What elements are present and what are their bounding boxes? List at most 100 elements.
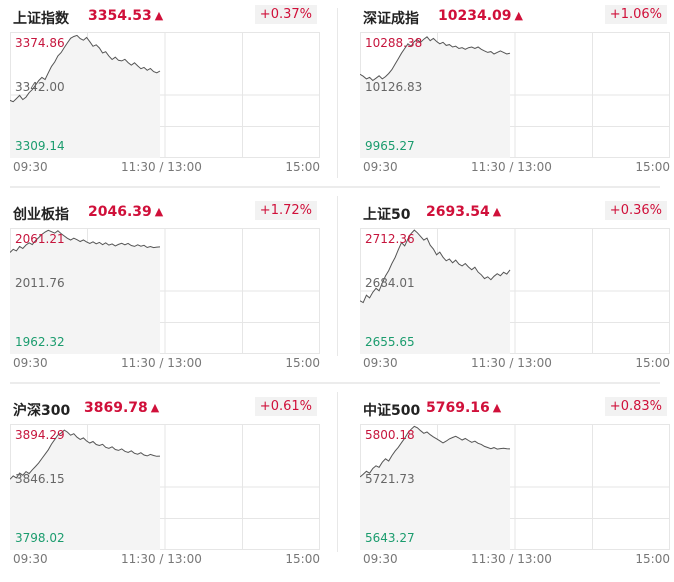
index-price: 5769.16 ▲ <box>426 400 502 416</box>
panel-header: 中证500 5769.16 ▲ +0.83% <box>360 392 670 424</box>
chart-high-label: 3894.29 <box>15 428 65 442</box>
time-close-label: 15:00 <box>635 552 670 566</box>
intraday-chart: 2712.36 2684.01 2655.65 <box>360 228 670 354</box>
index-name: 中证500 <box>363 403 421 419</box>
chart-low-label: 1962.32 <box>15 335 65 349</box>
intraday-chart: 10288.38 10126.83 9965.27 <box>360 32 670 158</box>
change-percent-badge: +0.36% <box>604 201 667 220</box>
price-line <box>360 425 511 478</box>
time-close-label: 15:00 <box>635 356 670 370</box>
price-area <box>360 230 510 354</box>
chart-low-label: 3309.14 <box>15 139 65 153</box>
price-area <box>10 230 160 354</box>
time-axis: 09:30 11:30 / 13:00 15:00 <box>10 552 320 568</box>
up-arrow-icon: ▲ <box>492 401 502 414</box>
time-break-label: 11:30 / 13:00 <box>121 552 202 566</box>
time-axis: 09:30 11:30 / 13:00 15:00 <box>10 356 320 372</box>
price-area <box>360 36 510 158</box>
index-panel-sz-component[interactable]: 深证成指 10234.09 ▲ +1.06% 10288.38 10126.83 … <box>360 0 670 190</box>
intraday-chart: 3374.86 3342.00 3309.14 <box>10 32 320 158</box>
chart-prev-close-label: 2684.01 <box>365 276 415 290</box>
price-line <box>360 229 511 304</box>
panel-header: 上证指数 3354.53 ▲ +0.37% <box>10 0 320 32</box>
index-price: 3869.78 ▲ <box>84 400 160 416</box>
panel-header: 沪深300 3869.78 ▲ +0.61% <box>10 392 320 424</box>
row-divider <box>10 382 660 384</box>
time-open-label: 09:30 <box>363 552 398 566</box>
time-axis: 09:30 11:30 / 13:00 15:00 <box>360 356 670 372</box>
column-divider <box>337 196 338 356</box>
up-arrow-icon: ▲ <box>514 9 523 22</box>
index-name: 沪深300 <box>13 403 71 419</box>
index-name: 上证指数 <box>13 11 69 27</box>
chart-high-label: 5800.18 <box>365 428 415 442</box>
change-percent-badge: +0.61% <box>254 397 317 416</box>
chart-prev-close-label: 2011.76 <box>15 276 65 290</box>
index-price: 3354.53 ▲ <box>88 8 164 24</box>
index-price: 2046.39 ▲ <box>88 204 164 220</box>
chart-prev-close-label: 5721.73 <box>365 472 415 486</box>
time-break-label: 11:30 / 13:00 <box>121 356 202 370</box>
intraday-chart-svg <box>360 424 670 550</box>
price-area <box>360 426 510 550</box>
time-close-label: 15:00 <box>285 356 320 370</box>
time-close-label: 15:00 <box>285 552 320 566</box>
intraday-chart-svg <box>360 228 670 354</box>
intraday-chart: 3894.29 3846.15 3798.02 <box>10 424 320 550</box>
price-line <box>10 429 161 480</box>
index-panel-sh-composite[interactable]: 上证指数 3354.53 ▲ +0.37% 3374.86 3342.00 330… <box>10 0 320 190</box>
panel-header: 创业板指 2046.39 ▲ +1.72% <box>10 196 320 228</box>
index-name: 深证成指 <box>363 11 419 27</box>
chart-prev-close-label: 10126.83 <box>365 80 423 94</box>
up-arrow-icon: ▲ <box>492 205 502 218</box>
price-area <box>10 35 160 158</box>
intraday-chart-svg <box>360 32 670 158</box>
intraday-chart-svg <box>10 228 320 354</box>
intraday-chart-svg <box>10 32 320 158</box>
change-percent-badge: +1.72% <box>254 201 317 220</box>
time-axis: 09:30 11:30 / 13:00 15:00 <box>10 160 320 176</box>
column-divider <box>337 392 338 552</box>
time-open-label: 09:30 <box>13 160 48 174</box>
price-line <box>360 36 511 82</box>
price-line <box>10 34 161 103</box>
price-area <box>10 430 160 550</box>
change-percent-badge: +1.06% <box>604 5 667 24</box>
time-open-label: 09:30 <box>363 160 398 174</box>
index-panel-chinext[interactable]: 创业板指 2046.39 ▲ +1.72% 2061.21 2011.76 196… <box>10 196 320 386</box>
time-break-label: 11:30 / 13:00 <box>121 160 202 174</box>
time-axis: 09:30 11:30 / 13:00 15:00 <box>360 552 670 568</box>
time-break-label: 11:30 / 13:00 <box>471 160 552 174</box>
chart-low-label: 3798.02 <box>15 531 65 545</box>
chart-high-label: 10288.38 <box>365 36 423 50</box>
panel-header: 深证成指 10234.09 ▲ +1.06% <box>360 0 670 32</box>
chart-prev-close-label: 3846.15 <box>15 472 65 486</box>
up-arrow-icon: ▲ <box>150 401 160 414</box>
time-open-label: 09:30 <box>13 552 48 566</box>
intraday-chart: 5800.18 5721.73 5643.27 <box>360 424 670 550</box>
index-panel-csi500[interactable]: 中证500 5769.16 ▲ +0.83% 5800.18 5721.73 56… <box>360 392 670 582</box>
price-line <box>10 229 161 253</box>
index-name: 创业板指 <box>13 207 69 223</box>
time-axis: 09:30 11:30 / 13:00 15:00 <box>360 160 670 176</box>
change-percent-badge: +0.83% <box>604 397 667 416</box>
chart-low-label: 5643.27 <box>365 531 415 545</box>
up-arrow-icon: ▲ <box>154 9 164 22</box>
chart-high-label: 2061.21 <box>15 232 65 246</box>
chart-prev-close-label: 3342.00 <box>15 80 65 94</box>
index-panel-csi300[interactable]: 沪深300 3869.78 ▲ +0.61% 3894.29 3846.15 37… <box>10 392 320 582</box>
index-price: 2693.54 ▲ <box>426 204 502 220</box>
index-price: 10234.09 ▲ <box>438 8 523 24</box>
time-open-label: 09:30 <box>363 356 398 370</box>
intraday-chart-svg <box>10 424 320 550</box>
intraday-chart: 2061.21 2011.76 1962.32 <box>10 228 320 354</box>
column-divider <box>337 8 338 178</box>
time-break-label: 11:30 / 13:00 <box>471 356 552 370</box>
index-panel-sse50[interactable]: 上证50 2693.54 ▲ +0.36% 2712.36 2684.01 265… <box>360 196 670 386</box>
time-open-label: 09:30 <box>13 356 48 370</box>
chart-low-label: 9965.27 <box>365 139 415 153</box>
chart-high-label: 3374.86 <box>15 36 65 50</box>
change-percent-badge: +0.37% <box>254 5 317 24</box>
time-close-label: 15:00 <box>635 160 670 174</box>
panel-header: 上证50 2693.54 ▲ +0.36% <box>360 196 670 228</box>
